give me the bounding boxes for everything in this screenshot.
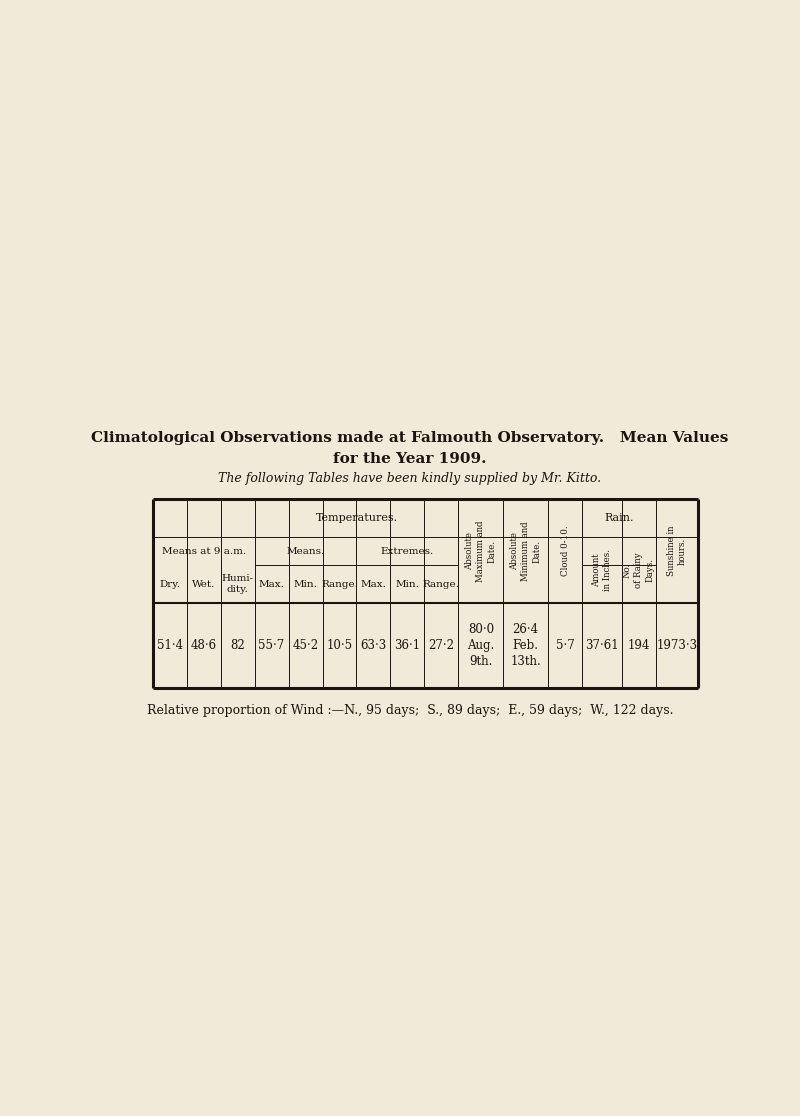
Text: The following Tables have been kindly supplied by Mr. Kitto.: The following Tables have been kindly su… <box>218 472 602 485</box>
Text: Dry.: Dry. <box>159 579 180 589</box>
Text: 37·61: 37·61 <box>585 639 618 652</box>
Text: 26·4
Feb.
13th.: 26·4 Feb. 13th. <box>510 623 541 668</box>
Text: Wet.: Wet. <box>192 579 215 589</box>
Text: Sunshine in
hours.: Sunshine in hours. <box>667 526 687 576</box>
Text: 194: 194 <box>627 639 650 652</box>
Text: 5·7: 5·7 <box>556 639 574 652</box>
Text: 27·2: 27·2 <box>428 639 454 652</box>
Text: Min.: Min. <box>294 579 318 589</box>
Text: Absolute
Minimum and
Date.: Absolute Minimum and Date. <box>510 521 542 581</box>
Text: 45·2: 45·2 <box>293 639 318 652</box>
Text: Range.: Range. <box>321 579 358 589</box>
Text: 48·6: 48·6 <box>190 639 217 652</box>
Text: Relative proportion of Wind :—N., 95 days;  S., 89 days;  E., 59 days;  W., 122 : Relative proportion of Wind :—N., 95 day… <box>146 704 674 716</box>
Text: 63·3: 63·3 <box>360 639 386 652</box>
Text: Humi-
dity.: Humi- dity. <box>222 574 254 594</box>
Text: Means.: Means. <box>286 547 325 556</box>
Text: Means at 9 a.m.: Means at 9 a.m. <box>162 547 246 556</box>
Text: 10·5: 10·5 <box>326 639 353 652</box>
Text: 36·1: 36·1 <box>394 639 421 652</box>
Text: 80·0
Aug.
9th.: 80·0 Aug. 9th. <box>467 623 494 668</box>
Text: 1973·3: 1973·3 <box>656 639 698 652</box>
Text: Temperatures.: Temperatures. <box>315 513 398 523</box>
Text: No.
of Rainy
Days.: No. of Rainy Days. <box>623 552 654 588</box>
Text: Max.: Max. <box>361 579 386 589</box>
Text: 51·4: 51·4 <box>157 639 182 652</box>
Text: 55·7: 55·7 <box>258 639 285 652</box>
Text: Range.: Range. <box>423 579 460 589</box>
Text: for the Year 1909.: for the Year 1909. <box>334 452 486 466</box>
Text: Rain.: Rain. <box>604 513 634 523</box>
Text: Cloud 0-10.: Cloud 0-10. <box>561 526 570 577</box>
Text: 82: 82 <box>230 639 245 652</box>
Text: Absolute
Maximum and
Date.: Absolute Maximum and Date. <box>466 520 497 581</box>
Text: Min.: Min. <box>395 579 419 589</box>
Text: Climatological Observations made at Falmouth Observatory.   Mean Values: Climatological Observations made at Falm… <box>91 431 729 445</box>
Text: Amount
in Inches.: Amount in Inches. <box>592 549 612 591</box>
Text: Max.: Max. <box>258 579 285 589</box>
Text: Extremes.: Extremes. <box>381 547 434 556</box>
